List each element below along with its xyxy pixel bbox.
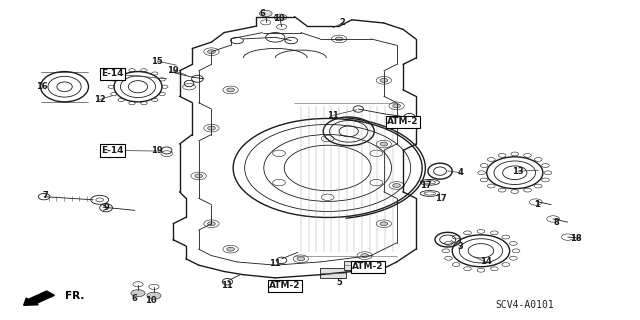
- Text: 13: 13: [512, 167, 524, 176]
- Circle shape: [259, 10, 272, 17]
- Circle shape: [195, 174, 202, 178]
- Circle shape: [227, 247, 234, 251]
- Text: 12: 12: [94, 95, 106, 104]
- Circle shape: [361, 254, 369, 258]
- FancyArrow shape: [24, 291, 54, 305]
- Circle shape: [227, 88, 234, 92]
- Circle shape: [147, 292, 161, 299]
- Text: ATM-2: ATM-2: [269, 281, 301, 290]
- Circle shape: [380, 142, 388, 146]
- Text: 2: 2: [339, 19, 346, 28]
- Text: FR.: FR.: [65, 292, 84, 301]
- Text: 10: 10: [145, 296, 157, 305]
- Text: 6: 6: [132, 294, 138, 303]
- Circle shape: [207, 222, 215, 226]
- Text: 6: 6: [260, 9, 266, 18]
- Text: 8: 8: [554, 218, 559, 227]
- Text: 11: 11: [269, 259, 281, 268]
- Text: 19: 19: [151, 146, 163, 155]
- Circle shape: [393, 184, 401, 188]
- Text: 4: 4: [458, 168, 463, 177]
- Bar: [320, 268, 346, 278]
- Circle shape: [207, 50, 215, 53]
- Bar: [344, 261, 369, 270]
- Text: 19: 19: [167, 66, 179, 75]
- Circle shape: [297, 257, 305, 261]
- Text: 16: 16: [36, 82, 48, 91]
- Circle shape: [380, 78, 388, 82]
- Circle shape: [335, 37, 343, 41]
- Text: 3: 3: [458, 242, 463, 251]
- Text: E-14: E-14: [101, 69, 124, 78]
- Text: 15: 15: [151, 57, 163, 66]
- Text: 17: 17: [436, 194, 447, 203]
- Text: 1: 1: [534, 200, 540, 209]
- Circle shape: [207, 126, 215, 130]
- Text: 11: 11: [327, 111, 339, 120]
- Text: 7: 7: [42, 190, 48, 200]
- Text: ATM-2: ATM-2: [387, 117, 419, 126]
- Text: E-14: E-14: [101, 146, 124, 155]
- Text: 17: 17: [420, 181, 431, 190]
- Circle shape: [393, 104, 401, 108]
- Text: 5: 5: [336, 278, 342, 287]
- Text: 11: 11: [221, 281, 233, 290]
- Circle shape: [380, 222, 388, 226]
- Text: 10: 10: [273, 14, 284, 23]
- Text: 9: 9: [103, 203, 109, 212]
- Circle shape: [131, 290, 145, 297]
- Text: 14: 14: [480, 258, 492, 267]
- Text: ATM-2: ATM-2: [352, 262, 383, 271]
- Circle shape: [274, 14, 287, 20]
- Text: SCV4-A0101: SCV4-A0101: [495, 300, 554, 310]
- Text: 18: 18: [570, 234, 581, 243]
